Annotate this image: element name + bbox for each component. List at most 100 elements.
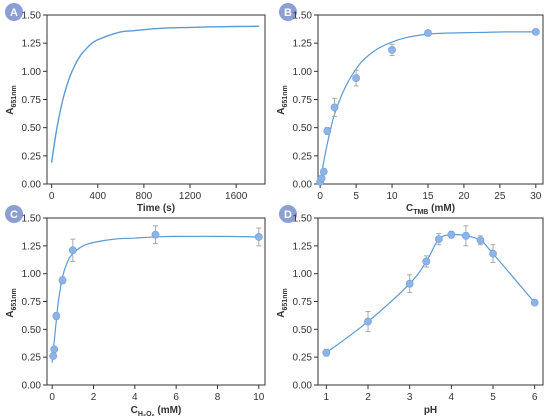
y-tick-label: 1.25: [293, 241, 313, 252]
x-tick-label: 6: [173, 392, 179, 403]
panel-letter: C: [10, 209, 18, 221]
data-point: [322, 348, 331, 357]
panel-badge-circle: [279, 205, 297, 223]
data-point: [352, 74, 360, 82]
y-tick-label: 1.00: [22, 67, 42, 78]
y-tick-label: 0.25: [293, 151, 313, 162]
x-tick-label: 2: [365, 392, 371, 403]
data-point: [49, 352, 58, 360]
panel-badge-circle: [5, 205, 23, 223]
panel-d: D 0.00 0.25 0.50 0.75 1.00 1.25 1.50 1 2 3 4 5 6 A651n…: [276, 205, 544, 416]
y-tick-label: 0.00: [293, 381, 313, 392]
data-point: [323, 127, 332, 135]
data-point: [476, 236, 485, 245]
x-tick-label: 20: [458, 191, 470, 202]
y-tick-label: 1.50: [22, 11, 42, 22]
x-tick-label: 3: [407, 392, 413, 403]
y-tick-label: 0.25: [22, 353, 42, 364]
x-tick-label: 25: [494, 191, 506, 202]
y-tick-label: 0.50: [293, 325, 313, 336]
y-axis-label: A651nm: [5, 288, 18, 317]
plot-frame: [46, 14, 266, 185]
data-point: [424, 29, 432, 37]
plot-frame: [317, 14, 544, 185]
data-point: [531, 27, 540, 36]
plot-frame: [46, 217, 266, 386]
y-tick-label: 1.25: [22, 241, 42, 252]
data-point: [50, 345, 59, 354]
panel-c: C 0.00 0.25 0.50 0.75 1.00 1.25 1.50 0 2 4 6 8 10 A651…: [5, 205, 266, 418]
y-axis-label: A651nm: [276, 85, 289, 114]
x-tick-label: 30: [530, 191, 542, 202]
x-tick-label: 0: [317, 191, 323, 202]
data-point: [52, 312, 61, 320]
data-point: [422, 257, 431, 266]
plot-frame: [317, 217, 544, 386]
panel-letter: A: [10, 7, 18, 19]
y-tick-label: 0.00: [293, 180, 313, 191]
panel-a: A 0.00 0.25 0.50 0.75 1.00 1.25 1.50 0 400 800 1200…: [5, 3, 266, 214]
y-tick-label: 0.75: [22, 297, 42, 308]
x-axis-label: CTMB (mM): [406, 203, 455, 216]
data-point: [58, 276, 67, 285]
y-tick-label: 0.75: [293, 95, 313, 106]
x-tick-label: 6: [532, 392, 538, 403]
y-tick-label: 1.00: [22, 269, 42, 280]
data-point: [530, 298, 539, 307]
y-tick-label: 0.00: [22, 381, 42, 392]
y-tick-label: 0.25: [293, 353, 313, 364]
x-tick-label: 15: [422, 191, 434, 202]
y-tick-label: 0.25: [22, 151, 42, 162]
x-axis-label: Time (s): [137, 203, 175, 214]
fit-curve: [51, 235, 259, 363]
x-tick-label: 400: [89, 191, 106, 202]
y-axis-label: A651nm: [5, 85, 18, 114]
y-tick-label: 0.50: [293, 123, 313, 134]
y-tick-label: 0.50: [22, 325, 42, 336]
data-point: [388, 46, 396, 54]
y-axis-label: A651nm: [276, 288, 289, 317]
y-tick-label: 1.25: [22, 39, 42, 50]
x-tick-label: 5: [490, 392, 496, 403]
panel-b: B 0.00 0.25 0.50 0.75 1.00 1.25 1.50 0 5 10 15 20 25 3…: [276, 3, 544, 216]
data-point: [447, 230, 456, 239]
data-point: [317, 174, 326, 183]
panel-badge-circle: [279, 3, 297, 21]
x-axis-label: pH: [424, 405, 437, 416]
data-point: [68, 246, 77, 255]
x-tick-label: 0: [49, 191, 55, 202]
x-tick-label: 1: [324, 392, 330, 403]
y-tick-label: 1.00: [293, 269, 313, 280]
data-point: [405, 279, 414, 288]
y-tick-label: 0.75: [22, 95, 42, 106]
x-tick-label: 1200: [179, 191, 202, 202]
x-tick-label: 4: [449, 392, 455, 403]
x-tick-label: 0: [49, 392, 55, 403]
y-tick-label: 0.75: [293, 297, 313, 308]
y-tick-label: 1.50: [293, 214, 313, 225]
series-line: [50, 25, 260, 163]
data-point: [434, 235, 443, 244]
x-tick-label: 2: [91, 392, 97, 403]
data-point: [364, 317, 372, 326]
x-tick-label: 800: [136, 191, 153, 202]
y-tick-label: 1.25: [293, 39, 313, 50]
series-line: [325, 233, 536, 354]
x-axis-label: CH₂O₂ (mM): [131, 405, 182, 418]
x-tick-label: 1600: [225, 191, 248, 202]
panel-badge: B: [279, 3, 297, 21]
panel-letter: B: [284, 7, 292, 19]
panel-badge: D: [279, 205, 297, 223]
panel-badge-circle: [5, 3, 23, 21]
y-tick-label: 1.50: [293, 11, 313, 22]
data-point: [330, 103, 339, 112]
y-tick-label: 0.00: [22, 180, 42, 191]
x-tick-label: 10: [253, 392, 265, 403]
data-point: [319, 167, 328, 176]
x-tick-label: 8: [215, 392, 221, 403]
fit-curve: [319, 31, 536, 185]
panel-badge: A: [5, 3, 23, 21]
data-point: [462, 231, 470, 240]
x-tick-label: 4: [132, 392, 138, 403]
